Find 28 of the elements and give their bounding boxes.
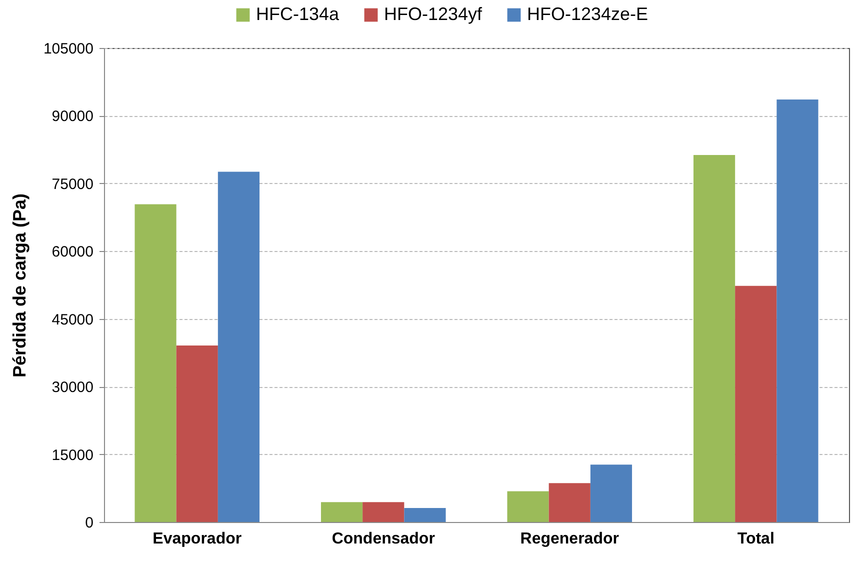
x-tick-label: Evaporador [152,530,242,548]
y-tick-label: 0 [85,514,94,532]
bar [735,286,777,522]
bar [507,491,549,522]
bar [693,154,736,522]
y-tick-label: 15000 [52,446,94,464]
bar [176,345,218,522]
y-axis-title: Pérdida de carga (Pa) [9,193,30,378]
legend-label: HFC-134a [256,4,340,24]
y-tick-label: 75000 [52,176,94,193]
legend-label: HFO-1234yf [384,4,484,24]
bar [362,502,404,522]
x-tick-label: Regenerador [520,530,619,548]
y-tick-label: 60000 [52,244,94,261]
bar [404,508,446,522]
y-tick-label: 90000 [52,108,94,126]
y-tick-label: 45000 [52,311,94,328]
bar [134,204,176,522]
bar [218,172,260,522]
legend-label: HFO-1234ze-E [527,4,648,24]
bar [776,99,818,522]
bar [590,464,632,522]
bar [320,502,363,522]
x-tick-label: Total [737,530,774,548]
x-tick-label: Condensador [332,530,435,548]
y-tick-label: 105000 [43,40,94,58]
bar [548,483,590,522]
y-tick-label: 30000 [52,379,94,396]
